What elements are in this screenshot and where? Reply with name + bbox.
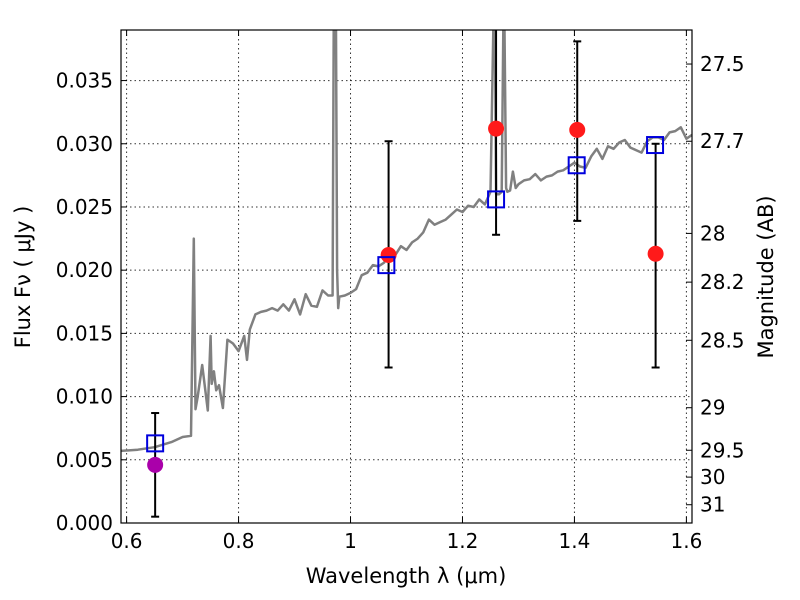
mag-tick-label: 27.5 (700, 52, 745, 76)
x-axis-ticks: 0.6 0.8 1 1.2 1.4 1.6 (111, 30, 702, 553)
y-tick-label: 0.015 (56, 321, 113, 345)
spectrum-series (121, 30, 692, 453)
mag-tick-label: 27.7 (700, 129, 745, 153)
x-tick-label: 1.4 (559, 529, 591, 553)
magnitude-axis-ticks: 27.5 27.7 28 28.2 28.5 29 29.5 30 31 (686, 52, 745, 517)
x-tick-label: 1.2 (447, 529, 479, 553)
mag-tick-label: 28.2 (700, 270, 745, 294)
y-tick-label: 0.035 (56, 69, 113, 93)
x-tick-label: 1 (344, 529, 357, 553)
model-square (567, 156, 586, 175)
y-tick-label: 0.020 (56, 258, 113, 282)
y-axis-right-label: Magnitude (AB) (754, 195, 778, 358)
mag-tick-label: 29.5 (700, 438, 745, 462)
y-tick-label: 0.000 (56, 511, 113, 535)
mag-tick-label: 31 (700, 493, 725, 517)
y-tick-label: 0.005 (56, 448, 113, 472)
x-tick-label: 0.8 (223, 529, 255, 553)
y-tick-label: 0.010 (56, 385, 113, 409)
spectrum-line (121, 30, 692, 453)
mag-tick-label: 28.5 (700, 328, 745, 352)
observed-point (647, 245, 664, 262)
model-square (487, 190, 506, 209)
mag-tick-label: 28 (700, 221, 725, 245)
gridlines (121, 30, 692, 524)
observed-point (569, 121, 586, 138)
x-tick-label: 1.6 (670, 529, 702, 553)
model-square (646, 136, 665, 155)
model-square (377, 256, 396, 275)
y-axis-ticks: 0.000 0.005 0.010 0.015 0.020 0.025 0.030 0.035 (56, 69, 127, 535)
photometry-points (146, 30, 665, 518)
observed-point (380, 247, 397, 264)
x-axis-label: Wavelength λ (μm) (306, 564, 507, 588)
y-tick-label: 0.030 (56, 132, 113, 156)
model-square (146, 434, 165, 453)
y-tick-label: 0.025 (56, 195, 113, 219)
x-tick-label: 0.6 (111, 529, 143, 553)
observed-point (488, 120, 505, 137)
y-axis-label: Flux Fν ( μJy ) (11, 206, 35, 349)
plot-frame (120, 29, 693, 524)
observed-point (147, 456, 164, 473)
mag-tick-label: 29 (700, 396, 725, 420)
mag-tick-label: 30 (700, 465, 725, 489)
